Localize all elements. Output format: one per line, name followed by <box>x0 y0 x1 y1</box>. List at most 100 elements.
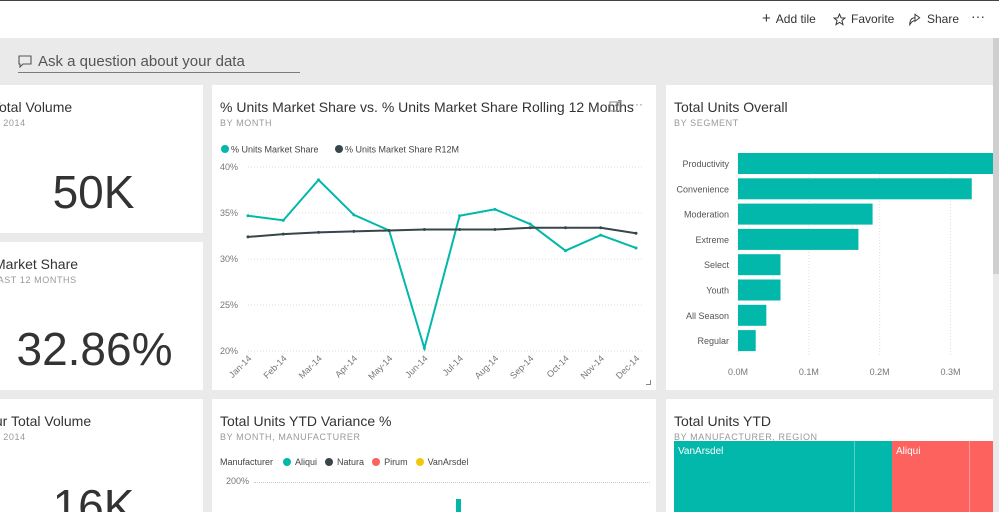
tile-subtitle: IN 2014 <box>0 118 26 128</box>
treemap-block-aliqui[interactable]: Aliqui <box>892 441 993 512</box>
expand-icon[interactable] <box>609 100 622 112</box>
speech-bubble-icon <box>18 54 32 68</box>
legend-item[interactable]: Aliqui <box>295 457 318 467</box>
data-point <box>352 229 356 233</box>
bar <box>738 330 756 352</box>
x-tick-label: May-14 <box>366 353 394 381</box>
data-point <box>493 207 497 211</box>
more-options-icon[interactable]: ··· <box>971 8 985 24</box>
data-point <box>281 232 285 236</box>
data-point <box>281 218 285 222</box>
tile-total-volume[interactable]: Total Volume IN 2014 50K <box>0 85 203 233</box>
bar <box>738 203 873 225</box>
tile-market-share-line-chart[interactable]: % Units Market Share vs. % Units Market … <box>212 85 656 390</box>
legend-dot <box>283 458 292 466</box>
data-point <box>352 213 356 217</box>
y-tick-label: 20% <box>220 346 238 356</box>
legend-dot <box>415 458 424 466</box>
legend-item[interactable]: Natura <box>337 457 365 467</box>
x-tick-label: Sep-14 <box>508 353 536 381</box>
qa-placeholder: Ask a question about your data <box>38 52 245 70</box>
x-tick-label: 0.2M <box>870 367 890 377</box>
category-label: All Season <box>686 311 729 321</box>
data-point <box>246 214 250 218</box>
tile-subtitle: BY MONTH, MANUFACTURER <box>220 432 361 442</box>
plus-icon: + <box>762 10 771 27</box>
legend-dot <box>335 145 343 153</box>
data-point <box>422 228 426 232</box>
top-action-bar: + Add tile Favorite Share ··· <box>0 0 999 38</box>
tile-ytd-variance[interactable]: Total Units YTD Variance % BY MONTH, MAN… <box>212 399 656 512</box>
data-point <box>634 231 638 235</box>
add-tile-button[interactable]: + Add tile <box>762 10 816 27</box>
qa-search-box[interactable]: Ask a question about your data <box>18 50 300 73</box>
legend-item[interactable]: VanArsdel <box>427 457 469 467</box>
tile-title: Total Units YTD Variance % <box>220 413 392 429</box>
add-tile-label: Add tile <box>775 12 816 26</box>
x-tick-label: 0.3M <box>940 367 960 377</box>
line-chart: % Units Market Share % Units Market Share… <box>220 145 642 382</box>
x-tick-label: Jan-14 <box>227 353 254 380</box>
legend-dot <box>372 458 381 466</box>
y-tick-label: 25% <box>220 300 238 310</box>
category-label: Extreme <box>695 235 729 245</box>
data-point <box>493 228 497 232</box>
tile-more-icon[interactable]: ··· <box>631 97 643 111</box>
tile-our-total-volume[interactable]: Our Total Volume IN 2014 16K <box>0 399 203 512</box>
x-tick-label: Aug-14 <box>473 353 501 381</box>
data-point <box>563 249 567 253</box>
bar-chart: 0.0M 0.1M 0.2M 0.3M Productivity Convenience M… <box>676 153 993 377</box>
x-tick-label: Feb-14 <box>261 353 288 380</box>
bar <box>738 279 781 301</box>
tile-title: Total Units Overall <box>674 99 788 115</box>
page-scrollbar[interactable] <box>993 38 999 274</box>
treemap-label: Aliqui <box>896 446 921 457</box>
kpi-value: 32.86% <box>16 323 173 375</box>
treemap-divider <box>969 441 970 512</box>
variance-bar <box>456 499 461 512</box>
tile-total-units-ytd[interactable]: Total Units YTD BY MANUFACTURER, REGION … <box>666 399 993 512</box>
y-tick-label: 200% <box>226 476 250 486</box>
data-point <box>387 228 391 232</box>
legend-item[interactable]: Pirum <box>384 457 408 467</box>
x-tick-label: 0.1M <box>799 367 819 377</box>
x-tick-label: Mar-14 <box>297 353 324 380</box>
series-line-market-share <box>247 178 637 352</box>
y-gridline <box>254 482 650 483</box>
data-point <box>246 235 250 239</box>
tile-market-share[interactable]: Market Share LAST 12 MONTHS 32.86% <box>0 242 203 390</box>
tile-title: % Units Market Share vs. % Units Market … <box>220 99 634 115</box>
tile-subtitle: LAST 12 MONTHS <box>0 275 77 285</box>
x-tick-label: Nov-14 <box>579 353 607 381</box>
tile-total-units-overall[interactable]: Total Units Overall BY SEGMENT 0.0M 0.1M 0… <box>666 85 993 390</box>
treemap-block-vanarsdel[interactable]: VanArsdel <box>674 441 892 512</box>
legend-dot <box>221 145 229 153</box>
resize-handle-icon[interactable] <box>646 380 651 385</box>
share-label: Share <box>927 12 960 26</box>
category-label: Select <box>704 260 730 270</box>
tile-subtitle: IN 2014 <box>0 432 26 442</box>
bar <box>738 153 993 174</box>
favorite-button[interactable]: Favorite <box>833 12 894 26</box>
data-point <box>317 178 321 182</box>
data-point <box>599 233 603 237</box>
data-point <box>528 222 532 226</box>
legend: Manufacturer Aliqui Natura Pirum VanArsd… <box>220 457 468 467</box>
y-tick-label: 40% <box>220 162 238 172</box>
legend-title: Manufacturer <box>220 457 274 467</box>
kpi-value: 16K <box>52 480 135 512</box>
data-point <box>599 226 603 230</box>
share-icon <box>909 12 921 26</box>
category-label: Productivity <box>682 159 729 169</box>
category-label: Youth <box>706 286 729 296</box>
data-point <box>634 246 638 250</box>
legend-dot <box>325 458 334 466</box>
data-point <box>528 226 532 230</box>
kpi-value: 50K <box>52 166 135 218</box>
data-point <box>563 226 567 230</box>
x-tick-label: Oct-14 <box>545 353 571 379</box>
share-button[interactable]: Share <box>908 12 959 26</box>
series-line-r12m <box>247 226 637 238</box>
data-point <box>422 346 426 350</box>
data-point <box>317 230 321 234</box>
